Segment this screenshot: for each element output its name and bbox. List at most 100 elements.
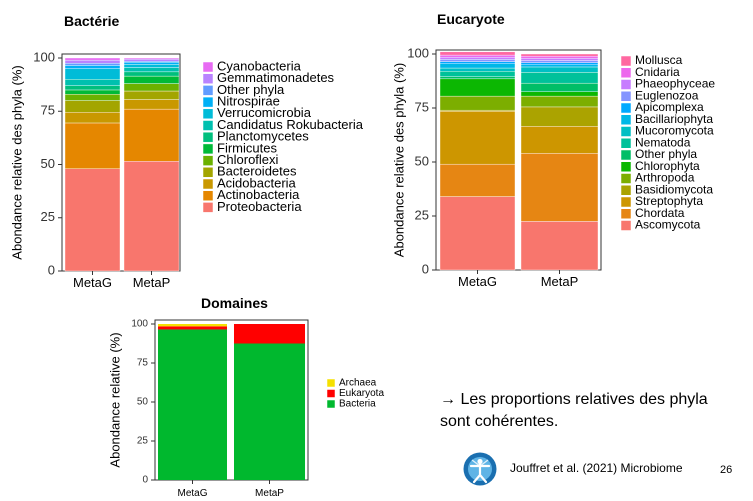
bar-segment-eukaryota-metap (234, 324, 305, 344)
bar-segment-streptophyta-metap (520, 126, 599, 154)
legend-label: Apicomplexa (635, 100, 704, 114)
legend-label: Cnidaria (635, 65, 680, 79)
bar-segment-planctomycetes-metag (64, 85, 121, 91)
bar-segment-other-phyla-metag (439, 76, 516, 80)
legend-label: Streptophyta (635, 194, 703, 208)
legend-label: Cyanobacteria (217, 58, 302, 73)
y-axis-label: Abondance relative (%) (107, 332, 122, 467)
bar-segment-firmicutes-metag (64, 89, 121, 95)
legend-label: Proteobacteria (217, 199, 302, 214)
legend-label: Eukaryota (339, 388, 384, 399)
legend-swatch (620, 173, 632, 184)
bar-segment-euglenozoa-metag (439, 59, 516, 62)
bar-segment-nematoda-metap (520, 72, 599, 84)
bar-segment-bacillariophyta-metap (520, 64, 599, 68)
bar-segment-streptophyta-metag (439, 111, 516, 165)
y-tick-label: 50 (137, 397, 149, 408)
bar-segment-chloroflexi-metag (64, 94, 121, 101)
bar-segment-acidobacteria-metag (64, 112, 121, 124)
y-tick-label: 0 (48, 262, 55, 277)
y-tick-label: 25 (415, 207, 429, 222)
legend-label: Mollusca (635, 53, 683, 67)
plot-panel (435, 49, 602, 271)
bar-segment-apicomplexa-metag (439, 61, 516, 64)
bar-segment-cyanobacteria-metag (64, 57, 121, 61)
x-tick-label: MetaG (73, 275, 112, 290)
legend-swatch (326, 399, 336, 409)
legend-swatch (620, 149, 632, 161)
bar-segment-nitrospirae-metap (123, 62, 180, 65)
legend-swatch (620, 138, 632, 149)
legend-label: Chlorophyta (635, 159, 700, 173)
legend-label: Chordata (635, 206, 685, 220)
chart-bacteria: Bactérie Abondance relative des phyla (%)… (9, 13, 363, 290)
legend-swatch (326, 378, 336, 388)
bar-segment-other-phyla-metag (64, 63, 121, 66)
legend-swatch (202, 155, 214, 166)
bar-segment-cnidaria-metag (439, 54, 516, 58)
y-tick-label: 100 (33, 49, 55, 64)
chart-title: Domaines (201, 295, 268, 311)
x-tick-label: MetaP (541, 274, 579, 289)
legend-label: Nitrospirae (217, 94, 280, 109)
legend-swatch (202, 131, 214, 143)
legend-swatch (620, 220, 632, 231)
y-tick-label: 0 (142, 475, 148, 486)
page-number: 26 (720, 464, 733, 476)
bar-segment-nematoda-metag (439, 71, 516, 77)
y-tick-label: 75 (415, 99, 429, 114)
legend-swatch (202, 120, 214, 131)
legend-label: Chloroflexi (217, 152, 279, 167)
bar-segment-cnidaria-metap (520, 55, 599, 59)
legend-label: Acidobacteria (217, 175, 297, 190)
bar-segment-chordata-metap (520, 153, 599, 222)
bar-segment-mucoromycota-metag (439, 67, 516, 72)
bar-segment-proteobacteria-metap (123, 161, 180, 272)
legend-label: Bacillariophyta (635, 112, 713, 126)
y-tick-label: 100 (407, 45, 429, 60)
chart-title: Eucaryote (437, 11, 505, 27)
bar-segment-gemmatimonadetes-metag (64, 59, 121, 64)
bar-segment-arthropoda-metap (520, 95, 599, 108)
legend-label: Arthropoda (635, 171, 695, 185)
bar-segment-nitrospirae-metag (64, 65, 121, 69)
legend-label: Planctomycetes (217, 129, 309, 144)
bar-segment-other-phyla-metap (520, 82, 599, 93)
legend-swatch (620, 91, 632, 102)
bar-segment-ascomycota-metap (520, 221, 599, 271)
bar-segment-gemmatimonadetes-metap (123, 58, 180, 62)
legend-swatch (202, 85, 214, 96)
y-tick-label: 25 (41, 209, 55, 224)
bar-segment-firmicutes-metap (123, 75, 180, 84)
legend-label: Firmicutes (217, 140, 277, 155)
bar-segment-apicomplexa-metap (520, 62, 599, 65)
legend-label: Archaea (339, 378, 377, 389)
y-tick-label: 0 (422, 261, 429, 276)
legend-swatch (620, 185, 632, 196)
bar-segment-acidobacteria-metap (123, 99, 180, 110)
bar-segment-mucoromycota-metap (520, 66, 599, 73)
x-tick-label: MetaG (177, 488, 207, 499)
bar-segment-chlorophyta-metag (439, 78, 516, 97)
bar-segment-arthropoda-metag (439, 95, 516, 111)
legend-swatch (202, 73, 214, 84)
bar-segment-archaea-metag (158, 324, 227, 327)
citation-text: Jouffret et al. (2021) Microbiome (510, 461, 683, 475)
bar-segment-mollusca-metap (520, 53, 599, 57)
bar-segment-eukaryota-metag (158, 326, 227, 330)
bar-segment-euglenozoa-metap (520, 60, 599, 63)
bar-segment-chordata-metag (439, 163, 516, 197)
x-tick-label: MetaP (255, 488, 284, 499)
bar-segment-cyanobacteria-metap (123, 57, 180, 60)
bar-segment-proteobacteria-metag (64, 168, 121, 272)
bar-segment-bacillariophyta-metag (439, 63, 516, 69)
legend-label: Bacteria (339, 399, 376, 410)
bar-segment-candidatus-rokubacteria-metap (123, 67, 180, 73)
y-tick-label: 50 (41, 156, 55, 171)
legend-swatch (202, 167, 214, 178)
legend-label: Ascomycota (635, 218, 701, 232)
legend-swatch (620, 161, 632, 172)
legend-swatch (202, 178, 214, 190)
legend-label: Verrucomicrobia (217, 105, 312, 120)
bar-segment-bacteroidetes-metap (123, 90, 180, 100)
